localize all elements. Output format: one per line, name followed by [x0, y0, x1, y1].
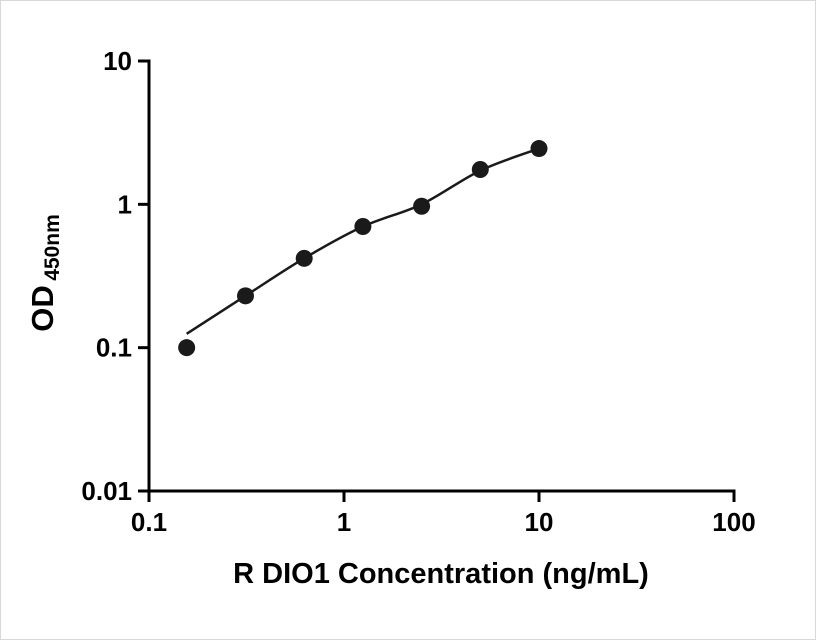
- x-tick-label: 0.1: [131, 507, 167, 537]
- y-tick-label: 0.01: [81, 476, 132, 506]
- data-point: [413, 197, 431, 215]
- data-point: [295, 249, 313, 267]
- axis-ticks: [138, 59, 736, 502]
- x-axis-title: R DIO1 Concentration (ng/mL): [233, 558, 649, 590]
- fit-curve-path: [185, 147, 540, 335]
- x-tick-label: 1: [337, 507, 351, 537]
- axis-spines: [147, 59, 736, 493]
- axes: [147, 59, 736, 493]
- data-points: [178, 140, 548, 357]
- y-axis-title-main: OD: [25, 285, 60, 332]
- data-point: [178, 339, 196, 357]
- fit-curve: [185, 147, 540, 335]
- y-tick-label: 1: [118, 189, 132, 219]
- data-point: [530, 140, 548, 158]
- data-point: [354, 218, 372, 236]
- x-tick-label: 10: [525, 507, 554, 537]
- data-point: [236, 287, 254, 305]
- y-axis-title: OD 450nm: [25, 214, 64, 332]
- data-point: [471, 160, 489, 178]
- x-tick-label: 100: [712, 507, 755, 537]
- y-tick-label: 10: [103, 46, 132, 76]
- y-tick-label: 0.1: [96, 333, 132, 363]
- y-axis-title-subscript: 450nm: [41, 214, 64, 281]
